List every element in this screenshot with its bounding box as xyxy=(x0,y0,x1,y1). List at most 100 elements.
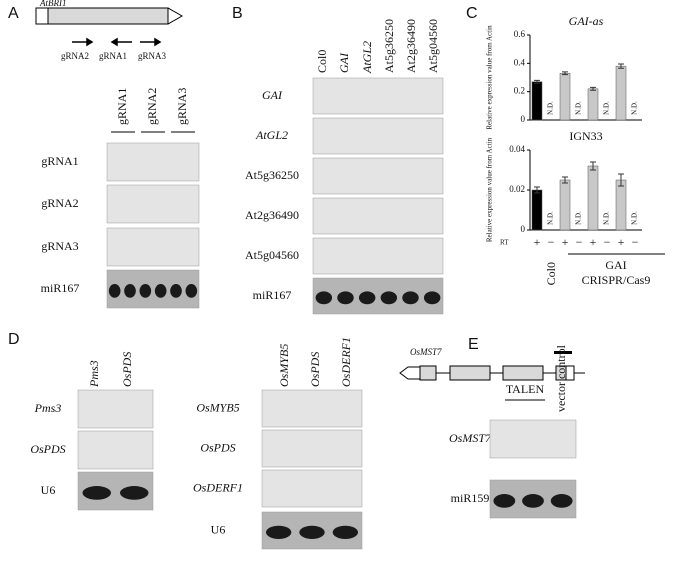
lane-label: TALEN xyxy=(506,382,545,396)
band xyxy=(120,486,149,500)
blot xyxy=(312,237,444,275)
y-tick-label: 0.6 xyxy=(514,29,526,39)
error-bar xyxy=(590,161,596,171)
band xyxy=(337,291,354,305)
lane-label: gRNA3 xyxy=(175,88,189,125)
row-label: Pms3 xyxy=(34,401,62,415)
grna-label: gRNA1 xyxy=(99,51,127,61)
y-tick-label: 0 xyxy=(521,224,526,234)
lane-label: OsPDS xyxy=(120,352,134,387)
blot xyxy=(77,430,154,470)
x-tick-label: + xyxy=(618,235,625,249)
row-label: miR159 xyxy=(451,491,490,505)
band xyxy=(380,291,398,305)
blot xyxy=(261,429,363,468)
blot xyxy=(261,469,363,508)
gene-exon xyxy=(47,7,169,25)
blot xyxy=(106,269,200,309)
x-tick-label: − xyxy=(632,235,639,249)
lane-label: Col0 xyxy=(315,50,329,73)
value-label: N.D. xyxy=(631,101,639,115)
lane-label: Pms3 xyxy=(87,360,101,388)
value-label: N.D. xyxy=(547,101,555,115)
blot xyxy=(489,419,577,459)
row-label: AtGL2 xyxy=(255,128,288,142)
row-label: OsPDS xyxy=(200,440,235,454)
bar xyxy=(587,88,599,121)
bar xyxy=(587,165,599,231)
band xyxy=(82,486,111,500)
group-label: GAI xyxy=(605,258,626,272)
band xyxy=(315,291,333,305)
row-label: gRNA1 xyxy=(41,154,78,168)
grna-label: gRNA2 xyxy=(61,51,89,61)
x-tick-label: − xyxy=(576,235,583,249)
panel-label: B xyxy=(232,5,243,22)
error-bar xyxy=(534,186,540,194)
y-tick-label: 0.04 xyxy=(509,144,525,154)
error-bar xyxy=(534,79,540,84)
y-tick-label: 0.02 xyxy=(509,184,525,194)
lane-label: gRNA1 xyxy=(115,88,129,125)
band xyxy=(266,525,292,540)
value-label: N.D. xyxy=(547,211,555,225)
grna-arrows xyxy=(72,37,162,47)
value-label: N.D. xyxy=(575,101,583,115)
blot xyxy=(312,117,444,155)
band xyxy=(493,494,516,508)
panel-label: D xyxy=(8,331,20,348)
chart-title: IGN33 xyxy=(569,129,602,143)
y-axis-label: Relative expression value from Actin xyxy=(486,137,494,242)
y-tick-label: 0 xyxy=(521,114,526,124)
row-label: GAI xyxy=(262,88,283,102)
blot xyxy=(261,389,363,428)
y-axis-label: Relative expression value from Actin xyxy=(486,25,494,130)
blot xyxy=(106,227,200,267)
band xyxy=(332,525,359,540)
row-label: gRNA3 xyxy=(41,239,78,253)
lane-label: OsMYB5 xyxy=(277,344,291,387)
row-label: OsPDS xyxy=(30,442,65,456)
bar xyxy=(559,73,571,121)
x-tick-label: − xyxy=(604,235,611,249)
blot xyxy=(106,142,200,182)
grna-label: gRNA3 xyxy=(138,51,167,61)
band xyxy=(402,291,419,305)
value-label: N.D. xyxy=(603,211,611,225)
bar xyxy=(531,189,543,231)
group-label: CRISPR/Cas9 xyxy=(582,273,651,287)
lane-label: At2g36490 xyxy=(404,19,418,73)
gene-model xyxy=(399,351,585,381)
band xyxy=(299,525,325,540)
lane-label: At5g04560 xyxy=(426,19,440,73)
row-label: OsMST7 xyxy=(449,431,492,445)
band xyxy=(522,494,544,508)
bar xyxy=(615,65,627,121)
band xyxy=(185,284,198,298)
band xyxy=(108,284,121,298)
row-label: U6 xyxy=(211,522,226,536)
band xyxy=(139,284,152,298)
lane-label: OsPDS xyxy=(308,352,322,387)
band xyxy=(124,284,136,298)
band xyxy=(358,291,376,305)
rt-label: RT xyxy=(500,239,509,247)
band xyxy=(550,494,573,508)
lane-label: OsDERF1 xyxy=(339,337,353,387)
blot xyxy=(312,277,444,315)
lane-label: At5g36250 xyxy=(382,19,396,73)
error-bar xyxy=(618,63,624,69)
row-label: OsMYB5 xyxy=(196,400,239,414)
x-tick-label: + xyxy=(590,235,597,249)
error-bar xyxy=(590,86,596,91)
lane-label: AtGL2 xyxy=(360,41,374,74)
chart-title: GAI-as xyxy=(569,14,604,28)
row-label: miR167 xyxy=(253,288,292,302)
value-label: N.D. xyxy=(603,101,611,115)
y-tick-label: 0.2 xyxy=(514,86,525,96)
row-label: miR167 xyxy=(41,281,80,295)
row-label: U6 xyxy=(41,483,56,497)
panel-label: E xyxy=(468,336,479,353)
band xyxy=(170,284,182,298)
